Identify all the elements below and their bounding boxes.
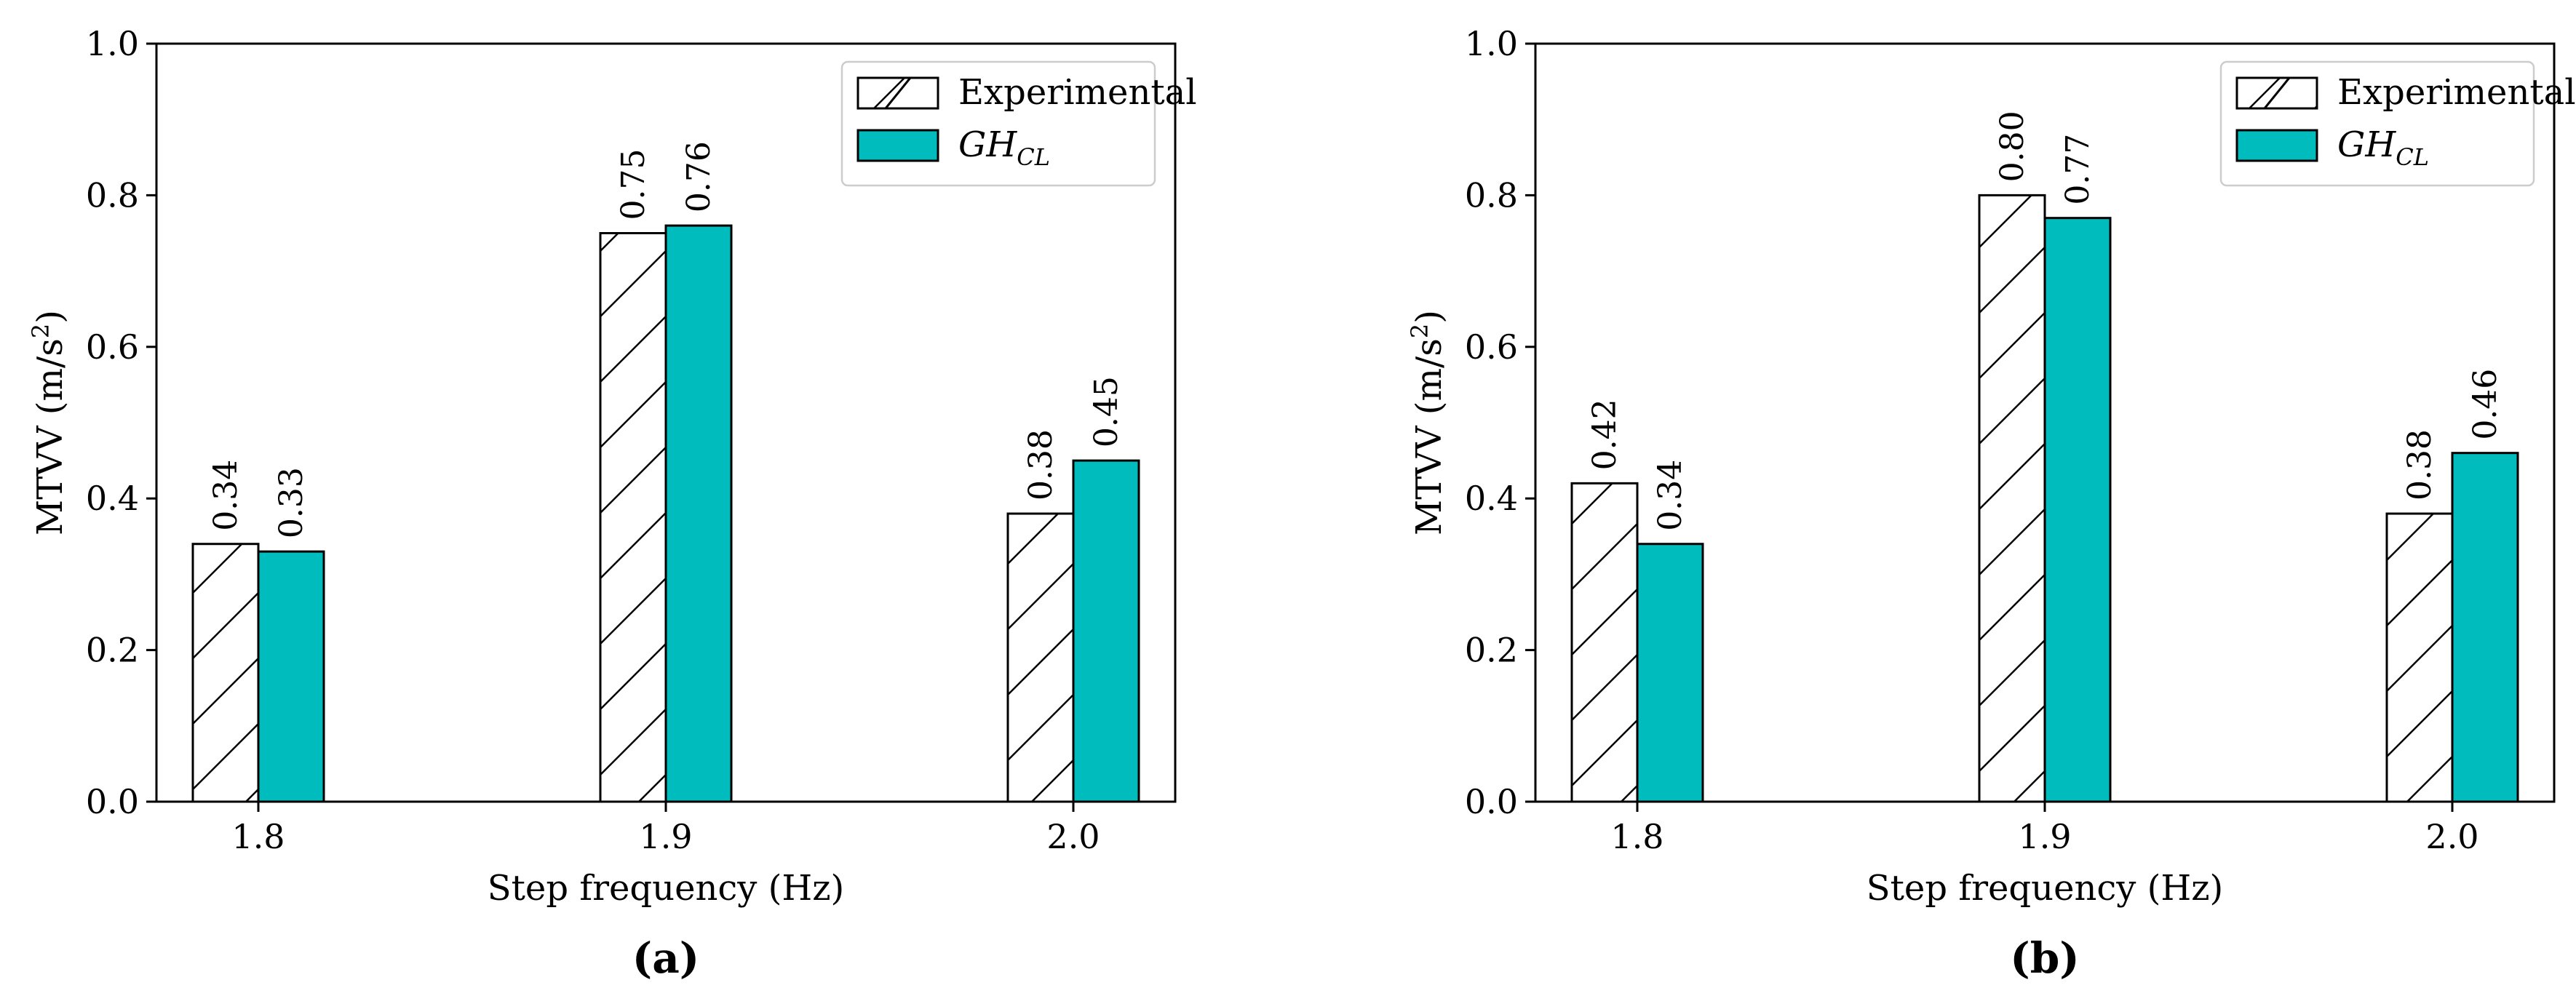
legend-swatch-ghcl xyxy=(2235,129,2318,162)
y-axis-title-end: ) xyxy=(1409,310,1450,324)
y-tick-label: 1.0 xyxy=(1465,24,1518,63)
legend: Experimental GHCL xyxy=(840,60,1197,187)
bar-experimental-1.9 xyxy=(1978,194,2046,803)
bar-value-label: 0.38 xyxy=(1022,429,1060,500)
x-tick-label: 2.0 xyxy=(2425,817,2478,856)
y-tick-label: 0.2 xyxy=(1465,631,1518,670)
y-tick-label: 1.0 xyxy=(86,24,139,63)
bar-experimental-2.0 xyxy=(2385,512,2454,803)
x-tick-label: 1.8 xyxy=(231,817,285,856)
x-tick-label: 1.9 xyxy=(2018,817,2071,856)
legend-label-main: Experimental xyxy=(2337,72,2576,113)
y-tick-label: 0.6 xyxy=(86,327,139,367)
y-tick-label: 0.0 xyxy=(1465,782,1518,821)
y-tick-label: 0.2 xyxy=(86,631,139,670)
bar-experimental-1.8 xyxy=(1570,482,1639,803)
x-axis-title: Step frequency (Hz) xyxy=(1867,868,2224,909)
legend-label: Experimental xyxy=(958,72,1197,113)
legend-swatch-ghcl xyxy=(856,129,939,162)
y-axis-title-main: MTVV (m/s xyxy=(1409,338,1450,535)
legend-label: Experimental xyxy=(2337,72,2576,113)
bar-value-label: 0.34 xyxy=(1652,460,1689,531)
legend: Experimental GHCL xyxy=(2219,60,2576,187)
bar-value-label: 0.38 xyxy=(2401,429,2438,500)
y-tick-label: 0.4 xyxy=(1465,479,1518,518)
x-tick-label: 1.8 xyxy=(1610,817,1663,856)
bar-value-label: 0.42 xyxy=(1586,399,1623,470)
panel-label: (b) xyxy=(2010,933,2079,983)
y-axis-title: MTVV (m/s2) xyxy=(27,310,71,535)
chart-panel-b: 0.0 0.2 0.4 0.6 0.8 1.0 1.8 1.9 2.0 0.42 0.80 0.38 0… xyxy=(1406,24,2576,983)
bar-value-label: 0.75 xyxy=(615,149,652,220)
legend-label-subscript: CL xyxy=(2396,143,2429,171)
legend-label: GHCL xyxy=(958,124,1050,171)
bar-ghcl-2.0 xyxy=(1072,459,1140,803)
legend-hatch-stroke xyxy=(2263,77,2291,109)
bar-value-label: 0.34 xyxy=(207,460,245,531)
y-tick-label: 0.4 xyxy=(86,479,139,518)
panel-label: (a) xyxy=(632,933,699,983)
bar-experimental-1.8 xyxy=(191,543,260,803)
y-tick-label: 0.0 xyxy=(86,782,139,821)
legend-label-main: GH xyxy=(2337,124,2396,165)
x-axis-title: Step frequency (Hz) xyxy=(488,868,845,909)
bar-value-label: 0.46 xyxy=(2467,369,2504,440)
bar-ghcl-1.8 xyxy=(257,550,325,803)
legend-label-main: Experimental xyxy=(958,72,1197,113)
y-tick-label: 0.8 xyxy=(86,175,139,215)
bar-experimental-2.0 xyxy=(1006,512,1075,803)
y-tick-label: 0.6 xyxy=(1465,327,1518,367)
bar-ghcl-1.8 xyxy=(1636,543,1704,803)
y-axis-title: MTVV (m/s2) xyxy=(1406,310,1450,535)
x-tick-label: 2.0 xyxy=(1046,817,1100,856)
bar-experimental-1.9 xyxy=(599,232,667,803)
bar-value-label: 0.80 xyxy=(1994,111,2031,182)
bar-ghcl-2.0 xyxy=(2451,452,2519,803)
bar-value-label: 0.76 xyxy=(680,141,717,212)
bar-value-label: 0.45 xyxy=(1088,376,1125,447)
bar-value-label: 0.77 xyxy=(2059,134,2096,205)
bar-value-label: 0.33 xyxy=(273,467,310,538)
bar-ghcl-1.9 xyxy=(2043,217,2112,803)
legend-label-main: GH xyxy=(958,124,1017,165)
y-axis-title-main: MTVV (m/s xyxy=(30,338,71,535)
legend-label: GHCL xyxy=(2337,124,2429,171)
chart-panel-a: 0.0 0.2 0.4 0.6 0.8 1.0 1.8 1.9 2.0 0.34 0.75 0.38 0… xyxy=(27,24,1197,983)
y-tick-label: 0.8 xyxy=(1465,175,1518,215)
bar-ghcl-1.9 xyxy=(664,224,733,803)
legend-label-subscript: CL xyxy=(1017,143,1050,171)
x-tick-label: 1.9 xyxy=(639,817,692,856)
y-axis-title-superscript: 2 xyxy=(1406,324,1434,338)
y-axis-title-superscript: 2 xyxy=(27,324,55,338)
y-axis-title-end: ) xyxy=(30,310,71,324)
legend-hatch-stroke xyxy=(884,77,912,109)
